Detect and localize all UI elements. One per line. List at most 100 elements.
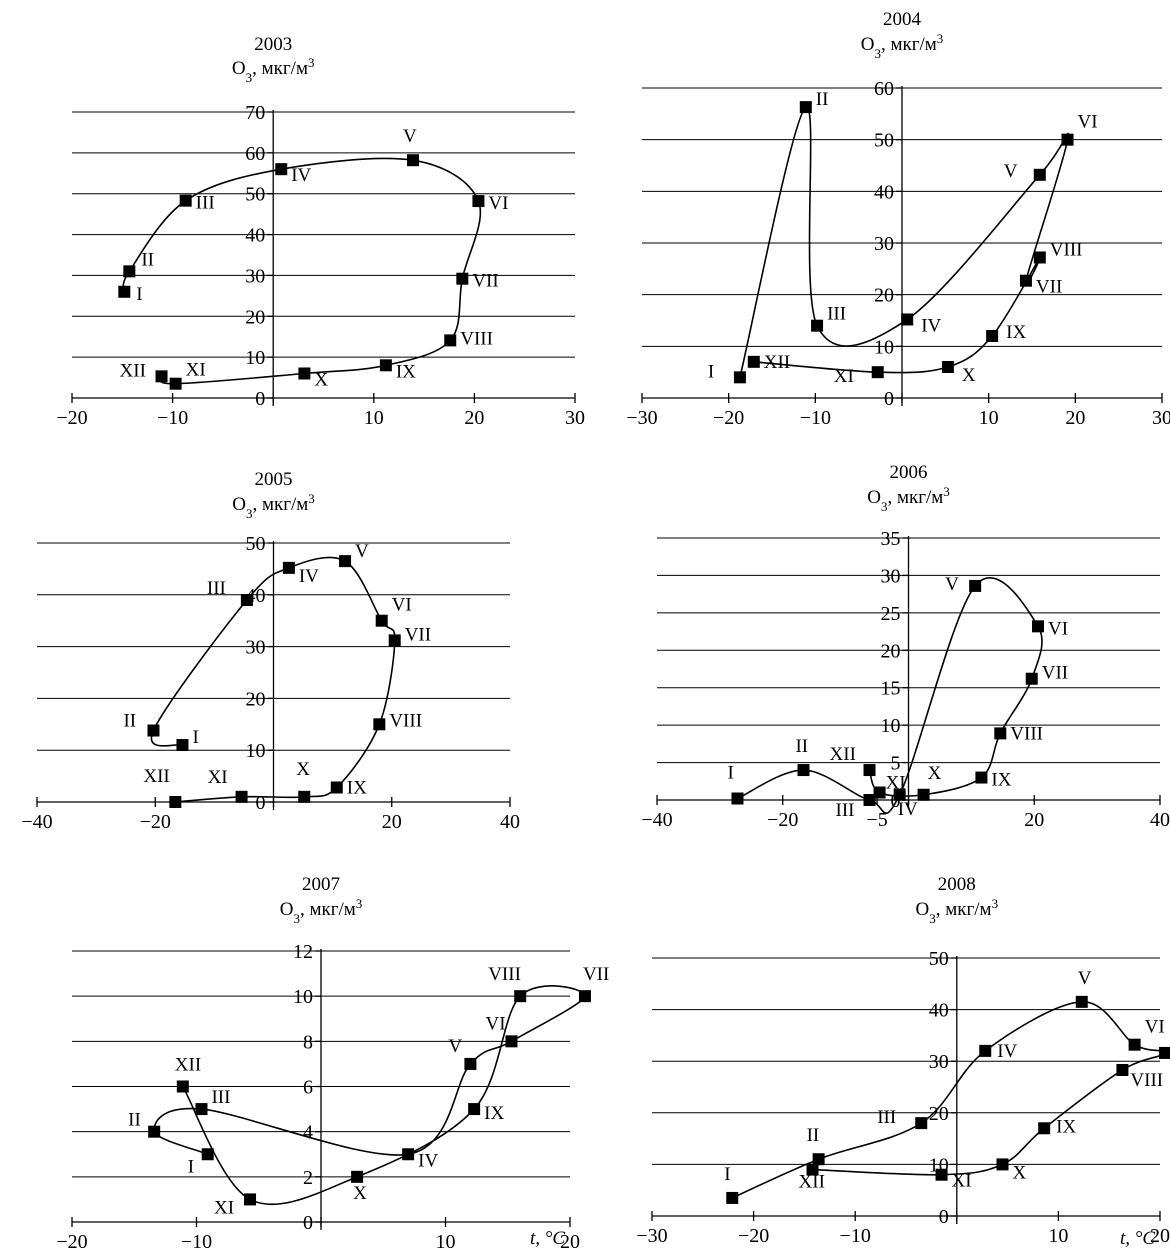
- point-label: VIII: [460, 328, 493, 349]
- data-point: [812, 1153, 825, 1166]
- point-label: XI: [834, 366, 854, 387]
- y-axis-label: O3, мкг/м3: [232, 55, 315, 85]
- x-tick-label: 20: [1065, 407, 1085, 429]
- data-point: [1019, 274, 1032, 287]
- data-point: [298, 790, 311, 803]
- data-point: [726, 1191, 739, 1204]
- x-tick-label: 10: [436, 1231, 456, 1252]
- y-tick-label: 25: [881, 603, 901, 625]
- series-line: [122, 157, 482, 385]
- data-point: [195, 1103, 208, 1116]
- data-point: [201, 1148, 214, 1161]
- data-point: [1033, 251, 1046, 264]
- data-point: [123, 265, 136, 278]
- x-tick-label: 40: [1150, 809, 1170, 831]
- point-label: IX: [484, 1103, 504, 1124]
- data-point: [169, 377, 182, 390]
- data-point: [402, 1148, 415, 1161]
- x-tick-label: 10: [979, 407, 999, 429]
- data-point: [811, 319, 824, 332]
- y-tick-label: 0: [255, 388, 265, 410]
- data-point: [893, 788, 906, 801]
- data-point: [994, 727, 1007, 740]
- point-label: II: [807, 1125, 820, 1146]
- y-tick-label: 5: [891, 753, 901, 775]
- y-tick-label: 60: [874, 78, 894, 100]
- point-label: VIII: [1010, 723, 1043, 744]
- point-label: III: [877, 1107, 896, 1128]
- x-tick-label: 30: [1152, 407, 1170, 429]
- point-label: V: [1004, 161, 1018, 182]
- y-tick-label: 2: [303, 1167, 313, 1189]
- point-label: I: [708, 361, 714, 382]
- data-point: [235, 790, 248, 803]
- point-label: XII: [120, 360, 146, 381]
- data-point: [1159, 1046, 1170, 1059]
- data-point: [244, 1193, 257, 1206]
- data-point: [941, 361, 954, 373]
- data-point: [797, 764, 810, 777]
- y-tick-label: 20: [881, 640, 901, 662]
- data-point: [330, 781, 343, 794]
- point-label: X: [353, 1183, 367, 1204]
- y-tick-label: 20: [929, 1103, 949, 1125]
- data-point: [863, 764, 876, 777]
- data-point: [1128, 1038, 1141, 1051]
- point-label: VIII: [1050, 239, 1083, 260]
- x-tick-label: −10: [800, 407, 831, 429]
- y-tick-label: 0: [884, 388, 894, 410]
- x-tick-label: 20: [464, 407, 484, 429]
- y-tick-label: 30: [881, 565, 901, 587]
- y-tick-label: 0: [939, 1206, 949, 1228]
- series-line: [153, 985, 586, 1206]
- y-tick-label: 10: [246, 740, 266, 762]
- point-label: III: [207, 578, 226, 599]
- data-point: [1033, 168, 1046, 181]
- data-point: [578, 990, 591, 1003]
- data-point: [456, 272, 469, 285]
- y-tick-label: 0: [303, 1212, 313, 1234]
- x-tick-label: −20: [713, 407, 744, 429]
- y-tick-label: 60: [245, 143, 265, 165]
- y-axis-label: O3, мкг/м3: [280, 896, 363, 926]
- data-point: [863, 794, 876, 806]
- y-tick-label: 0: [256, 792, 266, 814]
- y-tick-label: 50: [929, 948, 949, 970]
- point-label: IV: [299, 566, 319, 587]
- point-label: IV: [418, 1150, 438, 1171]
- point-label: X: [314, 369, 328, 390]
- data-point: [472, 195, 485, 208]
- data-point: [373, 718, 386, 731]
- data-point: [731, 792, 744, 805]
- data-point: [975, 771, 988, 784]
- point-label: IV: [291, 165, 311, 186]
- y-tick-label: 20: [874, 285, 894, 307]
- data-point: [1032, 620, 1045, 633]
- point-label: VIII: [488, 964, 521, 985]
- point-label: II: [141, 249, 154, 270]
- data-point: [351, 1170, 364, 1183]
- x-tick-label: 10: [364, 407, 384, 429]
- point-label: VIII: [1130, 1070, 1163, 1091]
- point-label: XI: [208, 767, 228, 788]
- x-tick-label: −20: [767, 809, 798, 831]
- point-label: IV: [921, 315, 941, 336]
- data-point: [935, 1168, 948, 1181]
- chart-title: 2004: [883, 9, 922, 30]
- x-tick-label: 20: [560, 1231, 580, 1252]
- data-point: [901, 313, 914, 326]
- x-axis-label: t, °C: [1120, 1228, 1155, 1249]
- y-tick-label: 20: [246, 688, 266, 710]
- point-label: XII: [764, 352, 790, 373]
- point-label: III: [827, 304, 846, 325]
- data-point: [979, 1044, 992, 1057]
- data-point: [917, 788, 930, 801]
- data-point: [514, 990, 527, 1003]
- x-tick-label: 10: [1048, 1225, 1068, 1247]
- x-tick-label: −20: [56, 407, 87, 429]
- y-tick-label: 0: [891, 790, 901, 812]
- point-label: IX: [1056, 1116, 1076, 1137]
